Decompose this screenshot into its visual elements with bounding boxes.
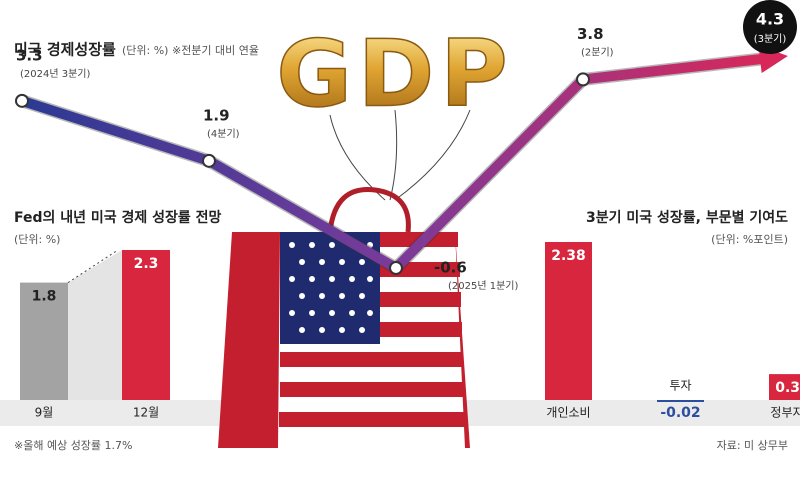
value-label: 1.9 [203, 106, 230, 124]
value-label: 3.3 [16, 46, 43, 64]
category-label: (2025년 1분기) [448, 280, 518, 292]
value-label: 2.38 [551, 248, 586, 264]
fed-note: ※올해 예상 성장률 1.7% [14, 438, 133, 452]
line-title: 미국 경제성장률 [14, 41, 116, 59]
trend-area [68, 250, 122, 400]
category-label: (2024년 3분기) [20, 68, 90, 80]
value-label: 1.8 [32, 289, 57, 305]
x-tick-label: 12월 [133, 406, 159, 420]
bar [20, 282, 68, 400]
value-label: -0.6 [434, 259, 467, 277]
fed-title: Fed의 내년 미국 경제 성장률 전망 [14, 209, 222, 226]
source: 자료: 미 상무부 [717, 439, 788, 452]
point [15, 93, 29, 108]
label-badge [743, 0, 797, 54]
bar [769, 374, 800, 400]
x-tick-label: 9월 [35, 406, 54, 420]
point [389, 261, 403, 275]
gdp-balloons: GDP [276, 20, 513, 127]
category-label: (2분기) [581, 46, 614, 58]
bar [545, 242, 592, 400]
line-subtitle: (단위: %) ※전분기 대비 연율 [122, 44, 259, 57]
value-label: -0.02 [660, 405, 700, 421]
x-tick-label: 투자 [669, 379, 691, 393]
x-tick-label: 정부지출 [770, 406, 800, 420]
point [202, 153, 216, 168]
contrib-subtitle: (단위: %포인트) [711, 233, 788, 246]
x-tick-label: 개인소비 [546, 406, 590, 420]
value-label: 4.3 [756, 10, 784, 29]
category-label: (3분기) [754, 33, 787, 45]
value-label: 2.3 [134, 256, 159, 272]
bar [122, 250, 170, 400]
contrib-title: 3분기 미국 성장률, 부문별 기여도 [586, 209, 788, 226]
category-label: (4분기) [207, 128, 240, 140]
shopping-bag [218, 187, 470, 448]
value-label: 3.8 [577, 25, 604, 43]
point [576, 72, 590, 87]
value-label: 0.39 [775, 380, 800, 396]
fed-subtitle: (단위: %) [14, 233, 60, 246]
bar [657, 400, 704, 402]
